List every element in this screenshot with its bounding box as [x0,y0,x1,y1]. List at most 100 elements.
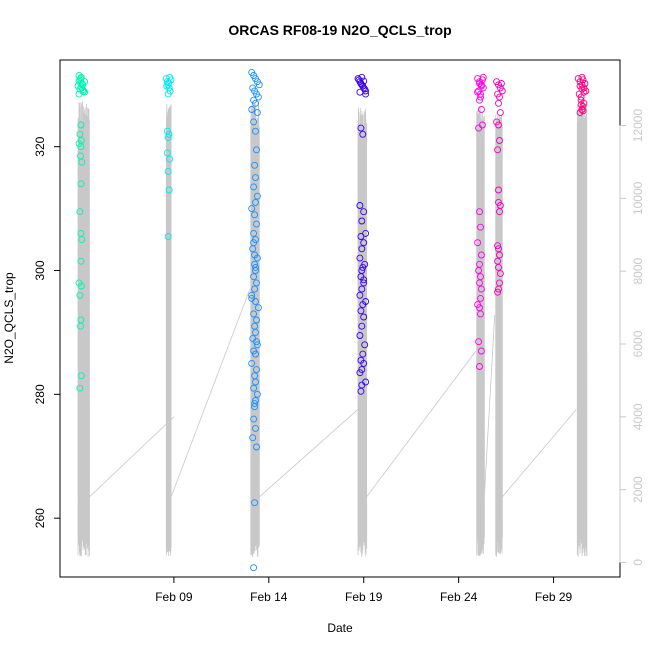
altitude-trace [476,107,496,557]
data-point [477,223,484,231]
altitude-trace [576,100,588,557]
data-point [162,75,170,83]
data-point [580,88,588,96]
data-point [77,257,85,265]
data-point [250,273,258,281]
data-point [360,208,368,216]
data-point [477,251,485,259]
altitude-trace [77,101,175,558]
data-point [78,158,86,166]
data-point [359,263,367,271]
right-tick-label: 4000 [631,403,645,430]
data-point [163,149,171,157]
data-point [358,245,366,253]
data-point [76,208,84,216]
data-point [250,118,258,126]
points-layer [74,68,590,572]
data-point [359,350,367,358]
data-point [582,87,590,95]
y-tick-label: 260 [33,508,47,528]
data-point [77,152,84,160]
data-point [479,73,487,81]
data-point [251,400,259,408]
data-point [252,350,259,358]
data-point [358,322,366,330]
data-point [252,99,259,107]
data-point [250,229,258,237]
data-point [250,564,258,572]
data-point [360,313,368,321]
data-point [360,359,368,367]
data-point [253,443,260,451]
data-point [359,301,367,309]
altitude-trace [357,107,477,557]
data-point [248,359,256,367]
data-point [359,130,367,138]
data-point [360,77,368,85]
data-point [248,205,256,213]
data-point [165,186,173,194]
x-tick-label: Feb 29 [535,590,573,604]
data-point [252,328,259,336]
data-point [77,121,85,129]
data-point [477,93,484,101]
data-point [476,208,483,216]
data-point [474,239,482,247]
data-point [475,267,483,274]
data-point [495,99,502,107]
data-point [356,291,364,299]
data-point [356,369,364,377]
data-point [496,251,503,259]
data-point [495,186,502,194]
data-point [253,220,260,228]
altitude-layer [77,100,588,558]
data-point [76,384,84,392]
data-point [250,310,258,318]
data-point [77,322,84,330]
x-tick-label: Feb 14 [250,590,288,604]
data-point [166,155,174,163]
data-point [164,90,172,98]
data-point [495,285,502,293]
data-point [360,276,368,284]
data-point [358,285,366,293]
data-point [494,242,502,250]
data-point [356,332,364,339]
data-point [252,267,259,274]
y-tick-label: 300 [33,260,47,280]
data-point [251,251,259,259]
data-point [255,81,263,89]
x-tick-label: Feb 19 [345,590,383,604]
data-point [251,403,259,411]
data-point [251,211,259,219]
data-point [250,239,258,247]
data-point [165,130,173,138]
data-point [579,107,587,115]
altitude-trace [165,103,251,556]
data-point [475,124,483,132]
x-tick-label: Feb 09 [155,590,193,604]
right-tick-label: 0 [631,559,645,566]
data-point [578,73,586,81]
data-point [252,378,259,386]
data-point [253,341,261,349]
data-point [477,294,484,302]
data-point [358,267,366,274]
data-point [496,137,503,144]
data-point [76,130,84,138]
right-tick-label: 6000 [631,330,645,357]
data-point [477,106,485,113]
data-point [253,109,261,117]
data-point [166,73,174,81]
data-point [252,424,259,432]
data-point [476,363,483,370]
data-point [356,202,364,209]
data-point [250,183,258,191]
data-point [79,88,87,96]
data-point [164,167,172,175]
right-tick-label: 12000 [631,109,645,143]
data-point [577,101,585,109]
y-tick-label: 320 [33,136,47,156]
altitude-trace [495,114,577,557]
data-point [78,236,86,244]
